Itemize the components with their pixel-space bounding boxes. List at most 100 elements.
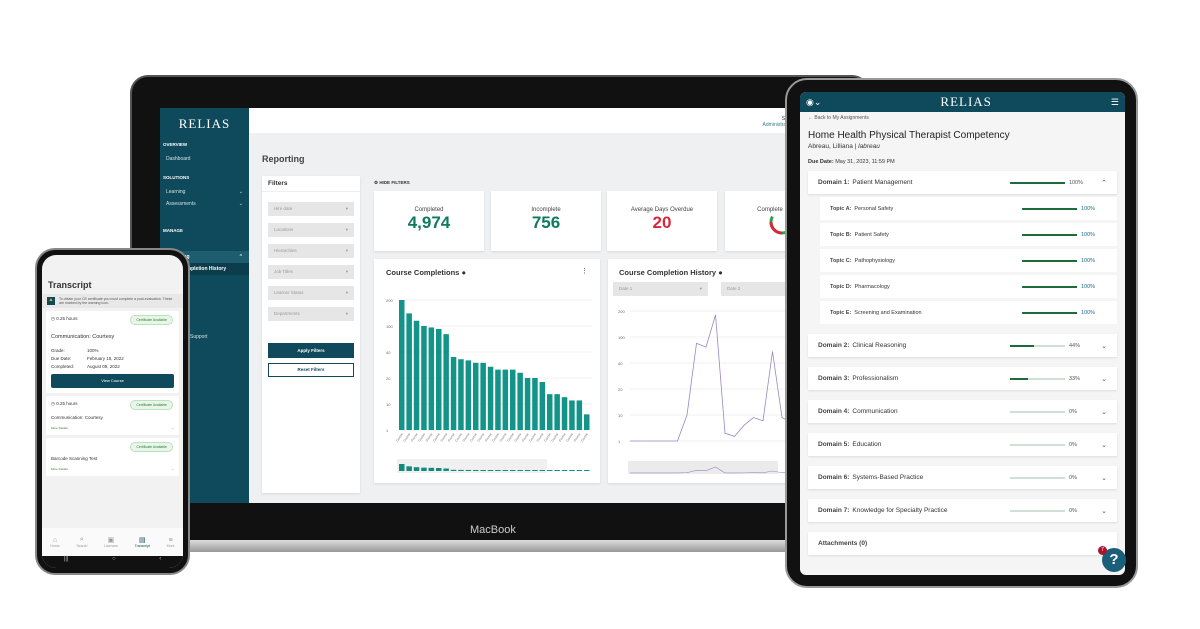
back-icon[interactable]: ‹ bbox=[159, 556, 162, 562]
view-course-button[interactable]: View Course bbox=[51, 374, 174, 388]
menu-icon[interactable]: ☰ bbox=[1110, 96, 1119, 107]
recents-icon[interactable]: ||| bbox=[63, 556, 69, 562]
domain-row[interactable]: Domain 2: Clinical Reasoning 44% ⌄ bbox=[808, 334, 1117, 357]
certificate-badge[interactable]: Certificate Available bbox=[130, 400, 173, 410]
data-point bbox=[715, 314, 716, 316]
topic-row[interactable]: Topic C: Pathophysiology 100% bbox=[820, 249, 1117, 272]
nav-transcript[interactable]: ▤ Transcript bbox=[135, 536, 150, 548]
chevron-down-icon[interactable]: ⌄ bbox=[1101, 441, 1107, 449]
chevron-down-icon[interactable]: ⌄ bbox=[1101, 408, 1107, 416]
more-details[interactable]: More Details ⌄ bbox=[51, 426, 174, 430]
label: Licenses bbox=[104, 544, 118, 548]
hours: 0.25 hours bbox=[56, 401, 78, 406]
more-menu-icon[interactable]: ⋮ bbox=[581, 268, 588, 275]
stat-label: Completed bbox=[414, 207, 444, 213]
progress-bar bbox=[1010, 509, 1065, 512]
certificate-badge[interactable]: Certificate Available bbox=[130, 315, 173, 325]
chevron-down-icon[interactable]: ⌄ bbox=[1101, 342, 1107, 350]
filter-select[interactable]: Hierarchies ▾ bbox=[268, 244, 354, 258]
domain-row[interactable]: Domain 5: Education 0% ⌄ bbox=[808, 433, 1117, 456]
nav-icon: ⌕ bbox=[79, 536, 84, 543]
range-slider[interactable] bbox=[397, 459, 547, 473]
domain-row[interactable]: Domain 3: Professionalism 33% ⌄ bbox=[808, 367, 1117, 390]
x-tick-label: Course bbox=[469, 432, 478, 442]
filter-select[interactable]: Locations ▾ bbox=[268, 223, 354, 237]
domain-row[interactable]: Domain 7: Knowledge for Specialty Practic… bbox=[808, 499, 1117, 522]
overview-bar bbox=[569, 470, 575, 471]
label: More Details bbox=[51, 426, 68, 430]
sidebar-item-dashboard[interactable]: Dashboard bbox=[160, 153, 249, 165]
back-link[interactable]: ← Back to My Assignments bbox=[808, 115, 869, 121]
bar bbox=[458, 359, 464, 430]
bar bbox=[399, 300, 405, 430]
sidebar-item-learning[interactable]: Learning ⌄ bbox=[160, 186, 249, 198]
data-point bbox=[648, 440, 650, 442]
sidebar-item-assessments[interactable]: Assessments ⌄ bbox=[160, 198, 249, 210]
progress-bar bbox=[1010, 344, 1065, 347]
hide-filters-button[interactable]: ⚙ HIDE FILTERS bbox=[374, 180, 410, 186]
topic-name: Screening and Examination bbox=[854, 309, 922, 316]
domain-row[interactable]: Domain 1: Patient Management 100% ⌃ bbox=[808, 171, 1117, 194]
x-tick-label: Course bbox=[432, 432, 441, 442]
topic-name: Personal Safety bbox=[854, 205, 894, 212]
x-tick-label: Course bbox=[536, 432, 545, 442]
home-icon[interactable]: ○ bbox=[112, 556, 116, 562]
date1-select[interactable]: Date 1 ▾ bbox=[613, 282, 708, 296]
date2-select[interactable]: Date 2 bbox=[721, 282, 800, 296]
x-tick-label: Course bbox=[484, 432, 493, 442]
label: Hire date bbox=[274, 206, 293, 211]
nav-more[interactable]: ≡ More bbox=[167, 537, 175, 548]
label: Departments bbox=[274, 311, 300, 316]
topic-row[interactable]: Topic D: Pharmacology 100% bbox=[820, 275, 1117, 298]
chevron-down-icon[interactable]: ⌄ bbox=[1101, 375, 1107, 383]
bar bbox=[554, 394, 560, 430]
range-slider[interactable] bbox=[628, 461, 778, 474]
x-tick-label: Course bbox=[395, 432, 404, 442]
certificate-badge[interactable]: Certificate Available bbox=[130, 442, 173, 452]
stat-value: 4,974 bbox=[407, 213, 451, 232]
topic-key: Topic A: bbox=[830, 205, 852, 212]
topic-row[interactable]: Topic B: Patient Safety 100% bbox=[820, 223, 1117, 246]
x-tick-label: Course bbox=[543, 432, 552, 442]
nav-search[interactable]: ⌕ Search bbox=[76, 536, 87, 548]
filter-select[interactable]: Job Titles ▾ bbox=[268, 265, 354, 279]
nav-licenses[interactable]: ▣ Licenses bbox=[104, 536, 118, 548]
more-details[interactable]: More Details ⌄ bbox=[51, 467, 174, 471]
apply-filters-button[interactable]: Apply Filters bbox=[268, 343, 354, 358]
domain-key: Domain 6: bbox=[818, 474, 850, 481]
domain-name: Clinical Reasoning bbox=[852, 342, 907, 349]
filter-select[interactable]: Learner Status ▾ bbox=[268, 286, 354, 300]
y-tick-label: 1 bbox=[618, 439, 621, 444]
course-card: Certificate Available Barcode Scanning T… bbox=[46, 438, 179, 476]
chevron-up-icon[interactable]: ⌃ bbox=[1101, 179, 1107, 187]
filter-select[interactable]: Hire date ▾ bbox=[268, 202, 354, 216]
domain-row[interactable]: Domain 6: Systems-Based Practice 0% ⌄ bbox=[808, 466, 1117, 489]
filter-select[interactable]: Departments ▾ bbox=[268, 307, 354, 321]
help-icon[interactable]: ● bbox=[461, 268, 466, 277]
y-tick-label: 100 bbox=[618, 335, 625, 340]
history-line bbox=[630, 314, 800, 442]
data-point bbox=[658, 440, 659, 442]
attachments-row[interactable]: Attachments (0) bbox=[808, 532, 1117, 555]
chevron-down-icon[interactable]: ⌄ bbox=[1101, 507, 1107, 515]
user-avatar-icon[interactable]: ◉⌄ bbox=[806, 96, 822, 107]
chevron-up-icon: ⌃ bbox=[238, 254, 243, 260]
x-tick-label: Course bbox=[513, 432, 522, 442]
progress-bar bbox=[1022, 207, 1077, 210]
domain-name: Patient Management bbox=[852, 179, 913, 186]
topic-row[interactable]: Topic A: Personal Safety 100% bbox=[820, 197, 1117, 220]
progress-bar bbox=[1022, 285, 1077, 288]
overview-bar bbox=[584, 470, 590, 471]
topic-row[interactable]: Topic E: Screening and Examination 100% bbox=[820, 301, 1117, 324]
help-icon[interactable]: ● bbox=[718, 268, 723, 277]
reset-filters-button[interactable]: Reset Filters bbox=[268, 363, 354, 377]
bar bbox=[547, 394, 553, 430]
domain-name: Knowledge for Specialty Practice bbox=[852, 507, 948, 514]
sidebar-item-support[interactable]: Support bbox=[190, 334, 208, 340]
domain-row[interactable]: Domain 4: Communication 0% ⌄ bbox=[808, 400, 1117, 423]
chevron-down-icon[interactable]: ⌄ bbox=[1101, 474, 1107, 482]
label: Date 1 bbox=[619, 286, 633, 291]
laptop-base bbox=[100, 540, 900, 552]
transcript-title: Transcript bbox=[48, 280, 92, 290]
nav-home[interactable]: ⌂ Home bbox=[50, 537, 59, 548]
